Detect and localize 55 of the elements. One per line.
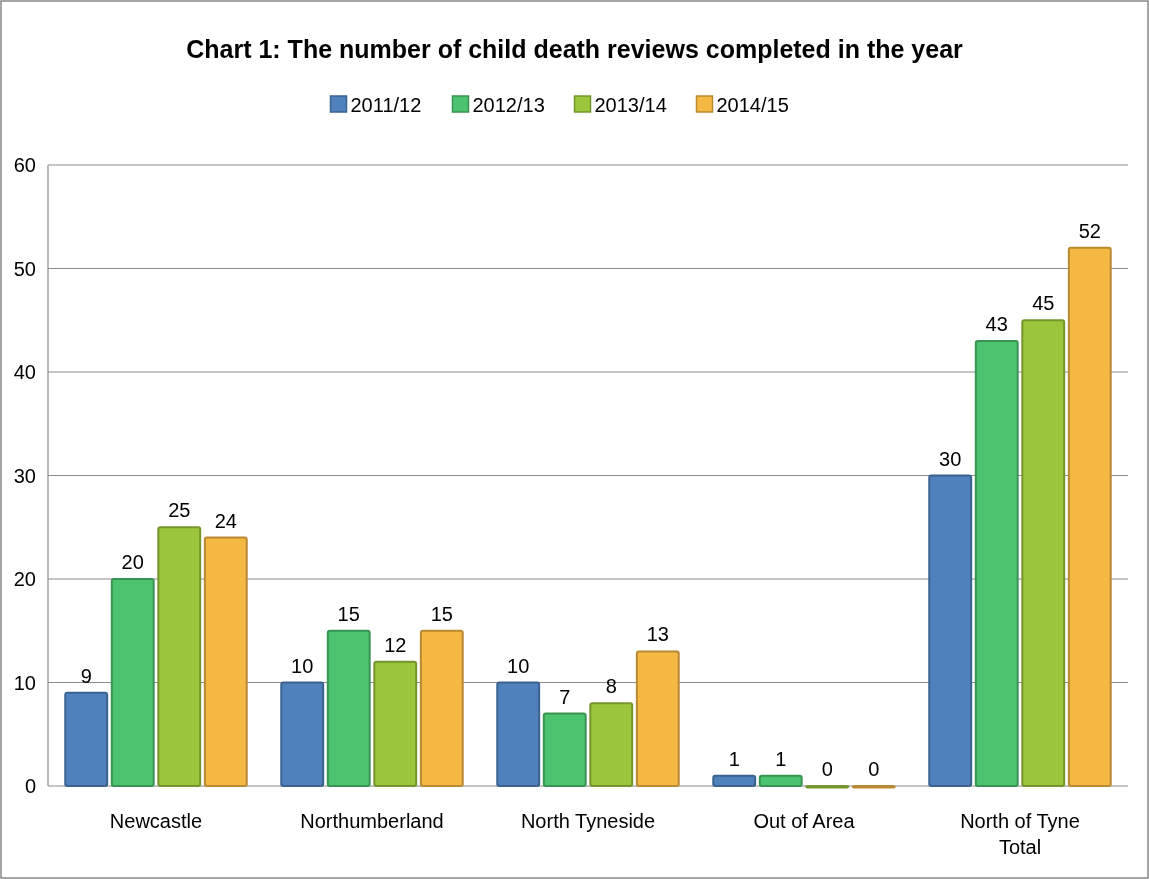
- x-tick-label: Newcastle: [109, 810, 203, 832]
- data-label: 0: [868, 758, 880, 780]
- data-label: 43: [985, 312, 1008, 335]
- data-label: 8: [605, 675, 617, 698]
- x-tick-label: Northumberland: [300, 810, 444, 832]
- legend-label: 2012/13: [472, 94, 545, 116]
- y-tick-label: 30: [13, 464, 36, 487]
- y-tick-label: 20: [13, 568, 36, 590]
- legend-label: 2013/14: [594, 94, 667, 116]
- data-label: 10: [291, 654, 314, 677]
- bar: [110, 578, 155, 787]
- data-label: 12: [384, 633, 407, 656]
- bar: [157, 526, 202, 787]
- data-label: 10: [507, 654, 530, 677]
- bar: [419, 629, 464, 787]
- bar: [974, 339, 1019, 787]
- data-label: 30: [939, 447, 962, 470]
- data-label: 13: [646, 623, 669, 646]
- bar: [635, 650, 680, 787]
- x-tick-label: North of Tyne Total: [960, 810, 1080, 858]
- bar: [203, 536, 248, 787]
- chart-title: Chart 1: The number of child death reviews completed in the year: [186, 35, 964, 63]
- data-label: 1: [728, 747, 740, 770]
- data-label: 0: [821, 758, 833, 780]
- bar: [928, 474, 973, 787]
- bar: [1067, 246, 1112, 787]
- x-tick-label: Out of Area: [753, 810, 856, 832]
- legend-label: 2014/15: [716, 94, 789, 116]
- y-tick-label: 40: [13, 361, 36, 383]
- data-label: 45: [1032, 292, 1055, 315]
- y-tick-label: 60: [13, 154, 36, 176]
- bar: [373, 660, 418, 787]
- data-label: 25: [168, 499, 191, 522]
- y-tick-label: 10: [13, 671, 36, 694]
- bar: [496, 681, 541, 787]
- bar: [712, 774, 757, 787]
- data-label: 9: [80, 664, 92, 687]
- bar: [758, 774, 803, 787]
- y-tick-label: 50: [13, 257, 36, 280]
- y-tick-label: 0: [24, 775, 36, 797]
- bar: [542, 712, 587, 787]
- data-label: 24: [214, 509, 237, 532]
- bar: [280, 681, 325, 787]
- data-label: 1: [775, 747, 787, 770]
- bar: [1021, 319, 1066, 787]
- data-label: 7: [559, 685, 571, 708]
- legend-label: 2011/12: [350, 94, 422, 116]
- data-label: 52: [1078, 219, 1101, 242]
- bar: [326, 629, 371, 787]
- data-label: 15: [337, 602, 360, 625]
- data-label: 20: [121, 551, 144, 573]
- x-tick-label: North Tyneside: [520, 810, 656, 832]
- bar: [64, 691, 109, 787]
- data-label: 15: [430, 602, 453, 625]
- bar: [589, 702, 634, 787]
